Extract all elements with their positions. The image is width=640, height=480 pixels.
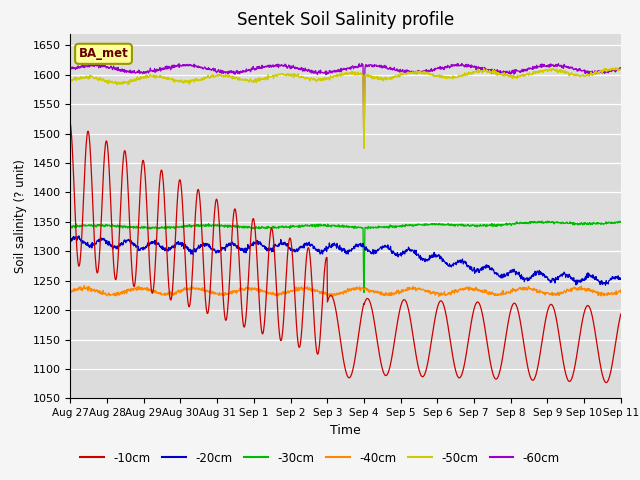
-60cm bbox=[504, 70, 511, 75]
-40cm bbox=[504, 290, 511, 296]
Line: -20cm: -20cm bbox=[70, 236, 621, 285]
-10cm bbox=[431, 316, 439, 322]
-50cm bbox=[175, 77, 183, 83]
-10cm bbox=[503, 328, 511, 334]
-30cm bbox=[175, 225, 183, 230]
-30cm bbox=[431, 222, 439, 228]
X-axis label: Time: Time bbox=[330, 424, 361, 437]
Line: -60cm: -60cm bbox=[70, 63, 621, 145]
-60cm bbox=[358, 60, 365, 66]
-30cm bbox=[617, 219, 625, 225]
-50cm bbox=[552, 66, 559, 72]
-20cm bbox=[251, 241, 259, 247]
-20cm bbox=[602, 282, 609, 288]
-50cm bbox=[360, 145, 367, 151]
Line: -40cm: -40cm bbox=[70, 286, 621, 296]
-30cm bbox=[552, 220, 560, 226]
Text: BA_met: BA_met bbox=[79, 48, 129, 60]
-60cm bbox=[552, 61, 560, 67]
-20cm bbox=[75, 233, 83, 239]
-40cm bbox=[552, 292, 560, 298]
-10cm bbox=[552, 312, 559, 317]
-40cm bbox=[189, 285, 197, 291]
-40cm bbox=[617, 290, 625, 296]
Y-axis label: Soil salinity (? unit): Soil salinity (? unit) bbox=[14, 159, 27, 273]
-10cm bbox=[175, 178, 183, 183]
-50cm bbox=[431, 72, 439, 78]
-10cm bbox=[602, 380, 610, 385]
-40cm bbox=[435, 293, 443, 299]
-40cm bbox=[67, 288, 74, 294]
-50cm bbox=[250, 77, 258, 83]
-40cm bbox=[176, 288, 184, 294]
-50cm bbox=[617, 67, 625, 72]
-50cm bbox=[504, 73, 511, 79]
-60cm bbox=[250, 67, 258, 72]
-60cm bbox=[67, 66, 74, 72]
-20cm bbox=[617, 276, 625, 281]
-60cm bbox=[617, 65, 625, 71]
-10cm bbox=[67, 121, 74, 127]
-50cm bbox=[613, 65, 621, 71]
-20cm bbox=[552, 275, 559, 280]
-30cm bbox=[189, 223, 196, 228]
Line: -30cm: -30cm bbox=[70, 221, 621, 292]
-20cm bbox=[67, 238, 74, 244]
-30cm bbox=[250, 226, 258, 231]
Legend: -10cm, -20cm, -30cm, -40cm, -50cm, -60cm: -10cm, -20cm, -30cm, -40cm, -50cm, -60cm bbox=[76, 447, 564, 469]
-50cm bbox=[189, 77, 196, 83]
-60cm bbox=[432, 65, 440, 71]
-30cm bbox=[543, 218, 551, 224]
-30cm bbox=[360, 289, 367, 295]
-40cm bbox=[81, 283, 88, 288]
Title: Sentek Soil Salinity profile: Sentek Soil Salinity profile bbox=[237, 11, 454, 29]
-20cm bbox=[431, 253, 439, 259]
-30cm bbox=[67, 225, 74, 231]
-10cm bbox=[250, 220, 258, 226]
-60cm bbox=[189, 63, 196, 69]
Line: -50cm: -50cm bbox=[70, 68, 621, 148]
-40cm bbox=[251, 285, 259, 290]
-60cm bbox=[175, 64, 183, 70]
-20cm bbox=[504, 270, 511, 276]
-30cm bbox=[504, 222, 511, 228]
-20cm bbox=[189, 248, 197, 253]
Line: -10cm: -10cm bbox=[70, 124, 621, 383]
-50cm bbox=[67, 77, 74, 83]
-10cm bbox=[617, 311, 625, 317]
-20cm bbox=[176, 241, 184, 247]
-10cm bbox=[189, 262, 196, 268]
-60cm bbox=[360, 143, 367, 148]
-40cm bbox=[431, 292, 439, 298]
